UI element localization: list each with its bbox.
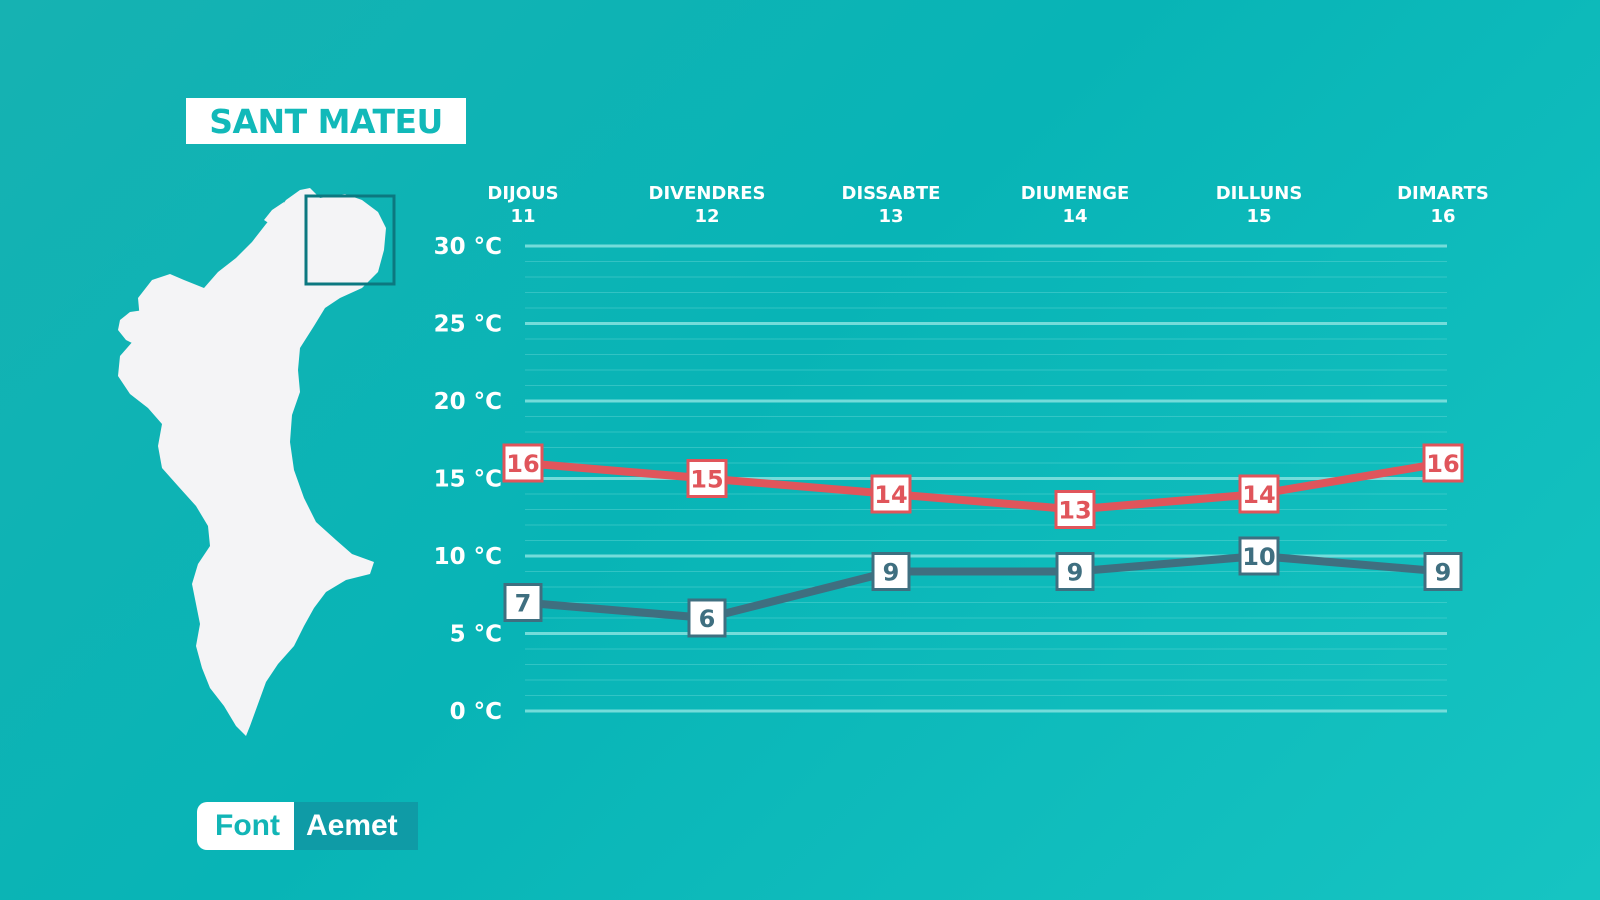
min-value-label: 6 [699,605,716,633]
north-notch-shape [264,202,284,224]
max-value-marker [686,459,728,498]
max-value-label: 13 [1058,497,1091,525]
source-value: Aemet [293,802,418,850]
min-value-label: 7 [515,590,532,618]
date-label: 14 [1062,206,1087,227]
day-label: DIUMENGE [1021,183,1130,204]
max-value-marker [870,474,912,514]
source-label: Font [197,802,294,850]
y-tick-label: 20 °C [434,389,502,415]
min-value-label: 10 [1242,543,1275,571]
max-value-label: 15 [690,466,723,494]
date-label: 12 [694,206,719,227]
y-tick-label: 0 °C [450,699,502,725]
min-value-label: 9 [1067,559,1084,587]
location-title-box: SANT MATEU [186,98,466,144]
day-label: DISSABTE [842,183,941,204]
day-label: DIJOUS [487,183,558,204]
location-title: SANT MATEU [209,101,443,141]
max-value-label: 14 [874,481,907,509]
min-value-marker [1238,536,1280,576]
min-temperature-line [519,552,1447,622]
min-value-marker [1055,552,1095,591]
day-label: DIVENDRES [649,183,766,204]
min-value-marker [871,552,911,591]
min-value-marker [1423,552,1463,591]
y-tick-label: 30 °C [434,234,502,260]
day-label: DILLUNS [1216,183,1303,204]
y-tick-label: 25 °C [434,312,502,338]
date-label: 15 [1246,206,1271,227]
y-tick-label: 5 °C [450,622,502,648]
location-highlight-box [304,194,396,286]
max-value-marker [1238,474,1280,514]
max-value-label: 14 [1242,481,1275,509]
max-temperature-line [519,459,1447,514]
min-value-label: 9 [883,559,900,587]
max-value-marker [1422,443,1464,483]
region-shape [118,188,386,736]
min-value-label: 9 [1435,559,1452,587]
max-value-marker [1054,490,1096,529]
date-label: 11 [510,206,535,227]
enclave-shape [118,310,174,348]
valencian-community-map-icon [118,188,396,736]
min-value-marker [503,583,543,622]
date-label: 16 [1430,206,1455,227]
max-value-label: 16 [506,450,539,478]
max-value-marker [502,443,544,483]
min-value-marker [687,598,727,638]
day-label: DIMARTS [1397,183,1489,204]
y-tick-label: 10 °C [434,544,502,570]
source-credit: Font Aemet [197,802,418,850]
date-label: 13 [878,206,903,227]
y-tick-label: 15 °C [434,467,502,493]
max-value-label: 16 [1426,450,1459,478]
